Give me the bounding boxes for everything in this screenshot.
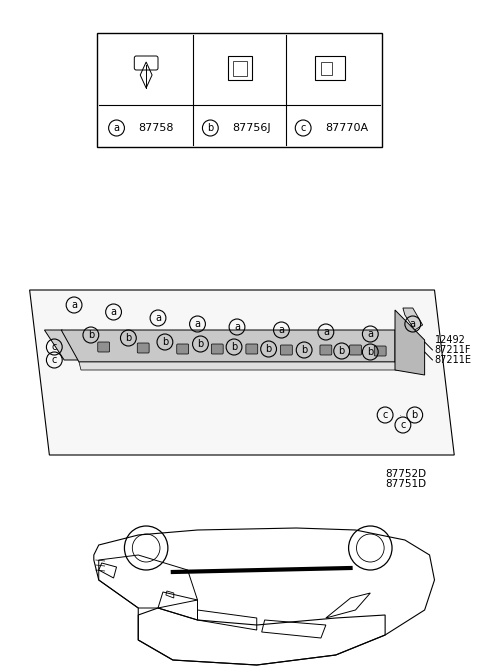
FancyBboxPatch shape: [211, 344, 223, 354]
Text: 12492: 12492: [434, 335, 466, 345]
Text: b: b: [338, 346, 345, 356]
Text: 87756J: 87756J: [232, 123, 271, 133]
Text: a: a: [71, 300, 77, 310]
Text: a: a: [194, 319, 201, 329]
Text: a: a: [278, 325, 285, 335]
Text: c: c: [300, 123, 306, 133]
Text: b: b: [162, 337, 168, 347]
Text: a: a: [234, 322, 240, 332]
FancyBboxPatch shape: [177, 344, 189, 354]
Polygon shape: [30, 290, 454, 455]
Polygon shape: [61, 330, 395, 362]
Text: a: a: [155, 313, 161, 323]
Text: 87211E: 87211E: [434, 355, 471, 365]
FancyBboxPatch shape: [246, 344, 258, 354]
FancyBboxPatch shape: [137, 343, 149, 353]
Polygon shape: [79, 362, 397, 370]
FancyBboxPatch shape: [97, 33, 382, 147]
FancyBboxPatch shape: [320, 345, 332, 355]
Text: b: b: [367, 347, 373, 357]
Text: c: c: [52, 342, 57, 352]
Text: c: c: [52, 355, 57, 365]
FancyBboxPatch shape: [98, 342, 109, 352]
Polygon shape: [395, 310, 425, 375]
Text: 87751D: 87751D: [385, 479, 426, 489]
Text: b: b: [412, 410, 418, 420]
Text: a: a: [410, 319, 416, 329]
Text: b: b: [265, 344, 272, 354]
FancyBboxPatch shape: [349, 345, 361, 355]
Text: 87770A: 87770A: [325, 123, 368, 133]
Text: b: b: [231, 342, 237, 352]
Text: 87758: 87758: [138, 123, 174, 133]
Text: 87752D: 87752D: [385, 469, 426, 479]
FancyBboxPatch shape: [374, 346, 386, 356]
Text: 87211F: 87211F: [434, 345, 471, 355]
Text: c: c: [383, 410, 388, 420]
Text: b: b: [88, 330, 94, 340]
Text: b: b: [125, 333, 132, 343]
Text: a: a: [367, 329, 373, 339]
Text: a: a: [114, 123, 120, 133]
Text: a: a: [323, 327, 329, 337]
Text: b: b: [301, 345, 307, 355]
Text: b: b: [197, 339, 204, 349]
Text: c: c: [400, 420, 406, 430]
Polygon shape: [45, 330, 79, 360]
FancyBboxPatch shape: [280, 345, 292, 355]
Text: b: b: [207, 123, 214, 133]
Polygon shape: [403, 308, 423, 330]
Text: a: a: [110, 307, 117, 317]
